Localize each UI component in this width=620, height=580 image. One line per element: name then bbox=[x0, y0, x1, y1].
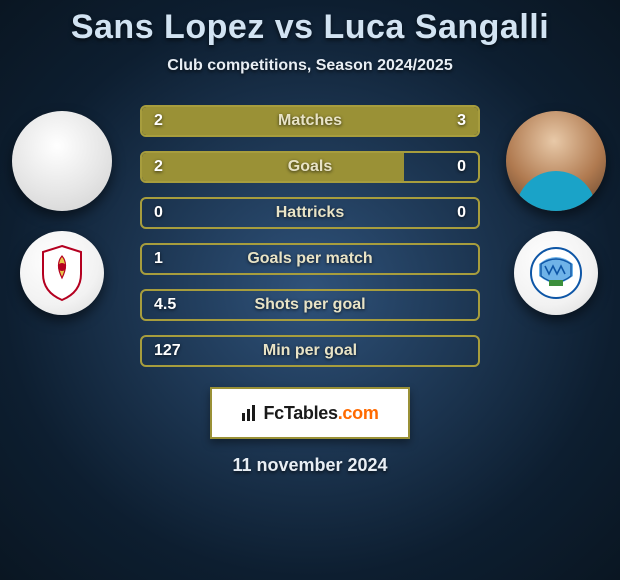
brand-banner: FcTables.com bbox=[210, 387, 410, 439]
stat-row: 20Goals bbox=[140, 151, 480, 183]
brand-text: FcTables.com bbox=[263, 403, 378, 424]
stat-row: 127Min per goal bbox=[140, 335, 480, 367]
brand-text-a: FcTables bbox=[263, 403, 337, 423]
stat-row: 4.5Shots per goal bbox=[140, 289, 480, 321]
stat-row: 00Hattricks bbox=[140, 197, 480, 229]
stat-label: Matches bbox=[140, 105, 480, 137]
malaga-crest-icon bbox=[529, 246, 583, 300]
right-player-column bbox=[506, 111, 606, 315]
page-title: Sans Lopez vs Luca Sangalli bbox=[71, 8, 549, 47]
stat-label: Goals bbox=[140, 151, 480, 183]
page-subtitle: Club competitions, Season 2024/2025 bbox=[167, 57, 452, 75]
stat-label: Hattricks bbox=[140, 197, 480, 229]
stat-label: Min per goal bbox=[140, 335, 480, 367]
date-text: 11 november 2024 bbox=[232, 455, 387, 476]
stat-bars: 23Matches 20Goals 00Hattricks 1Goals per ma… bbox=[140, 105, 480, 367]
stat-row: 23Matches bbox=[140, 105, 480, 137]
comparison-panel: 23Matches 20Goals 00Hattricks 1Goals per ma… bbox=[0, 105, 620, 580]
zaragoza-crest-icon bbox=[39, 244, 85, 302]
player-right-club-badge bbox=[514, 231, 598, 315]
stat-label: Goals per match bbox=[140, 243, 480, 275]
stat-label: Shots per goal bbox=[140, 289, 480, 321]
player-right-avatar bbox=[506, 111, 606, 211]
player-left-avatar-placeholder bbox=[12, 111, 112, 211]
stat-row: 1Goals per match bbox=[140, 243, 480, 275]
brand-text-b: .com bbox=[338, 403, 379, 423]
brand-bars-icon bbox=[241, 404, 259, 422]
left-player-column bbox=[12, 111, 112, 315]
player-left-club-badge bbox=[20, 231, 104, 315]
